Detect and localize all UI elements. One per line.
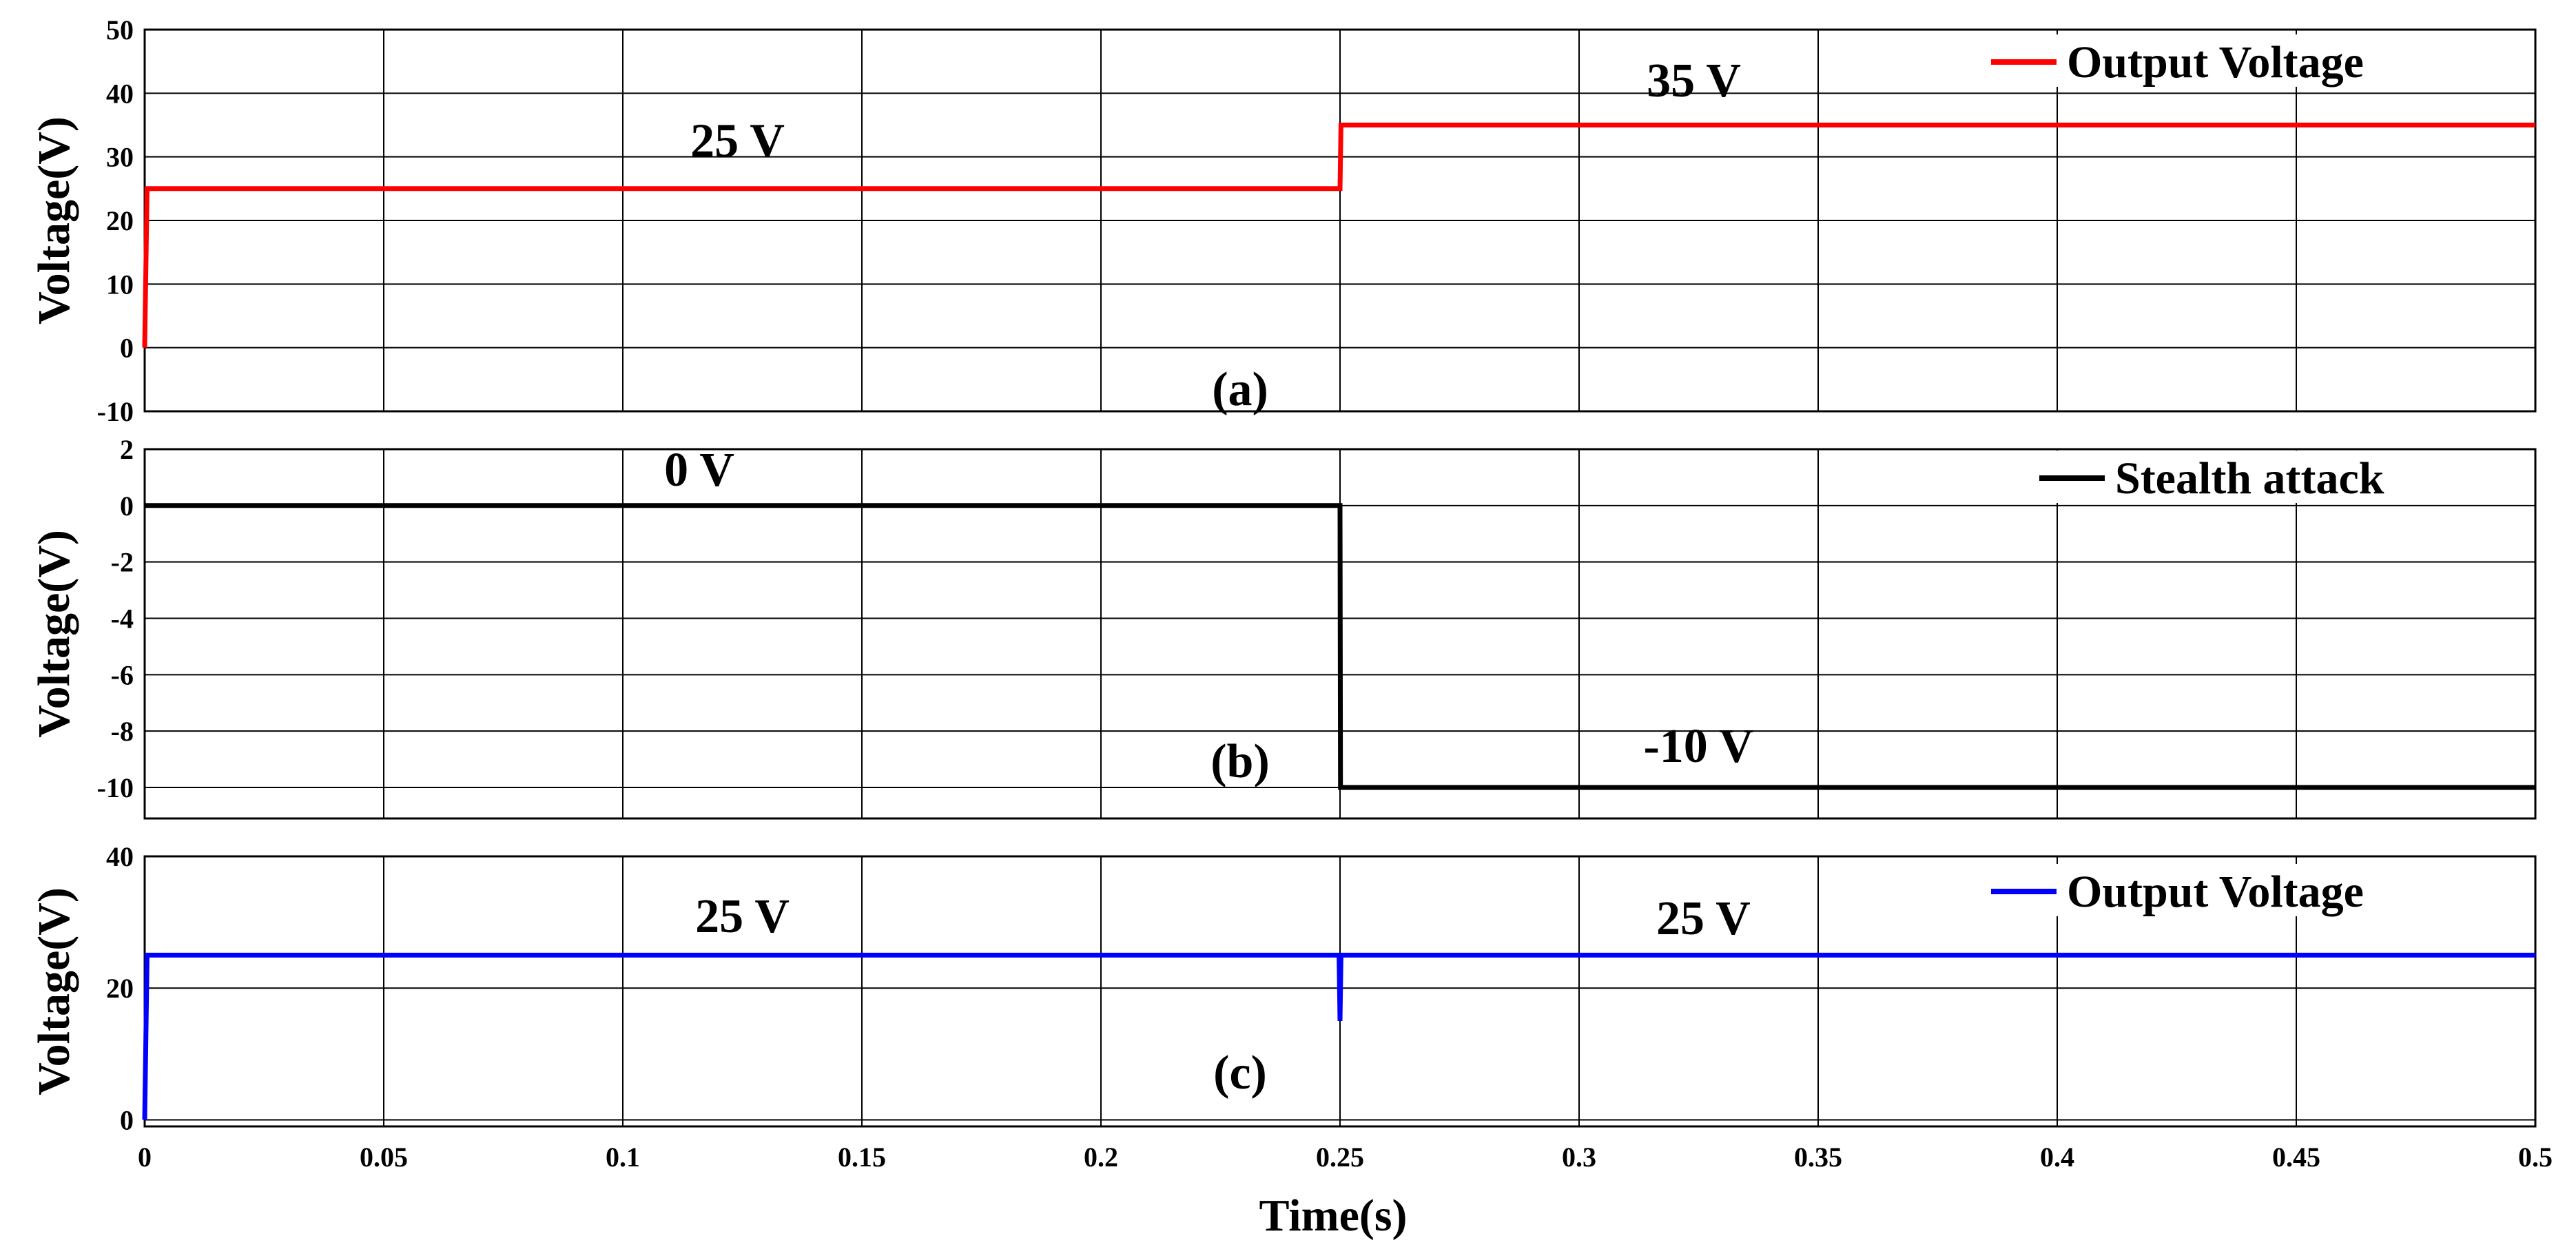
data-annotation: 25 V [695,890,790,943]
legend-label: Stealth attack [2115,453,2384,504]
panel-label: (b) [1210,735,1270,788]
x-tick-label: 0.2 [1084,1142,1118,1173]
data-annotation: 0 V [664,444,734,497]
y-tick-label: 0 [120,1104,134,1135]
y-tick-label: -10 [97,396,134,427]
y-tick-label: 0 [120,491,134,522]
y-tick-label: 2 [120,434,134,465]
y-tick-label: -6 [111,659,134,690]
y-axis-title: Voltage(V) [29,887,79,1095]
series-line [145,503,2535,790]
y-tick-label: 50 [106,14,134,45]
y-axis-title: Voltage(V) [29,530,79,738]
y-axis-title: Voltage(V) [29,116,79,324]
data-annotation: -10 V [1643,720,1753,773]
x-tick-label: 0.15 [838,1142,886,1173]
x-axis-title: Time(s) [1259,1190,1407,1241]
y-tick-label: 10 [106,269,134,300]
panel-label: (c) [1213,1046,1267,1100]
x-tick-label: 0.4 [2040,1142,2074,1173]
series-line [142,952,2535,1120]
y-tick-label: -10 [97,772,134,803]
x-tick-label: 0.05 [360,1142,408,1173]
y-tick-label: 20 [106,973,134,1004]
panel-c: 0 20 40 Voltage(V) Output Voltage 25 V 25 V (c)… [29,841,2553,1173]
y-tick-label: 0 [120,333,134,364]
x-tick-label: 0.5 [2518,1142,2553,1173]
data-annotation: 25 V [690,115,785,168]
x-tick-label: 0.45 [2272,1142,2320,1173]
x-tick-label: 0.25 [1316,1142,1364,1173]
y-tick-label: -4 [111,603,134,634]
legend-box [1984,864,2439,916]
y-tick-label: -2 [111,547,134,578]
plot-frame [143,448,2537,820]
legend-box [1984,34,2439,87]
x-tick-label: 0 [138,1142,152,1173]
legend-label: Output Voltage [2067,37,2364,87]
y-tick-label: -8 [111,716,134,747]
series-line [142,123,2535,348]
legend-label: Output Voltage [2067,867,2364,917]
panel-label: (a) [1212,363,1268,416]
y-tick-label: 40 [106,841,134,872]
panel-a: -10 0 10 20 30 40 50 Voltage(V) Output Voltage 25… [29,14,2537,427]
y-tick-label: 40 [106,78,134,109]
data-annotation: 25 V [1656,892,1751,945]
data-annotation: 35 V [1647,54,1741,107]
y-tick-label: 20 [106,205,134,236]
x-tick-label: 0.35 [1794,1142,1842,1173]
panel-b: 2 0 -2 -4 -6 -8 -10 Voltage(V) Stealth attack 0 V… [29,434,2537,820]
x-tick-label: 0.3 [1562,1142,1596,1173]
x-tick-label: 0.1 [606,1142,640,1173]
y-tick-label: 30 [106,142,134,173]
